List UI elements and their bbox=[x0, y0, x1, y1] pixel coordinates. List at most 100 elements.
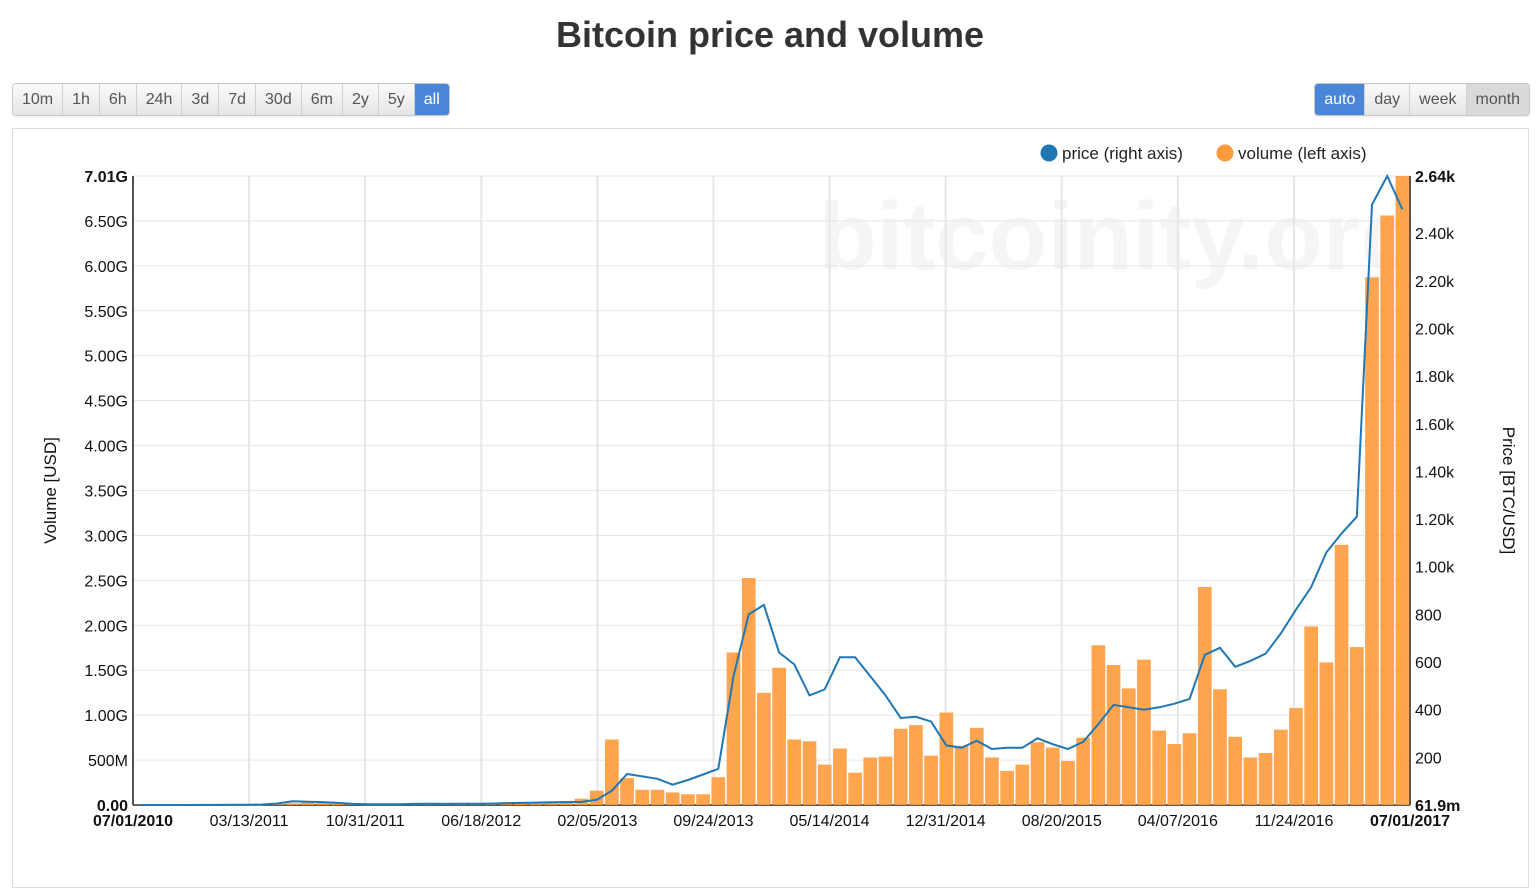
x-tick-label: 06/18/2012 bbox=[441, 813, 521, 830]
volume-bar bbox=[1365, 277, 1379, 805]
volume-bar bbox=[1228, 737, 1242, 805]
range-button-5y[interactable]: 5y bbox=[379, 84, 415, 115]
volume-bar bbox=[1198, 587, 1212, 805]
y-right-tick-label: 2.20k bbox=[1415, 274, 1455, 291]
volume-bar bbox=[1396, 176, 1410, 805]
y-right-tick-label: 1.80k bbox=[1415, 369, 1455, 386]
volume-bar bbox=[879, 757, 893, 805]
range-button-2y[interactable]: 2y bbox=[343, 84, 379, 115]
x-tick-label: 12/31/2014 bbox=[906, 813, 986, 830]
volume-bar bbox=[681, 794, 695, 805]
volume-bar bbox=[955, 746, 969, 805]
volume-bar bbox=[1350, 647, 1364, 805]
y-left-tick-label: 5.50G bbox=[84, 304, 128, 321]
legend-volume-marker bbox=[1217, 145, 1234, 162]
y-left-axis-title: Volume [USD] bbox=[41, 437, 60, 544]
volume-bar bbox=[1244, 757, 1258, 805]
y-left-tick-label: 3.50G bbox=[84, 484, 128, 501]
x-tick-label: 05/14/2014 bbox=[790, 813, 870, 830]
y-right-tick-label: 200 bbox=[1415, 750, 1442, 767]
volume-bar bbox=[772, 668, 786, 805]
volume-bar bbox=[1274, 730, 1288, 805]
volume-bar bbox=[1046, 748, 1060, 805]
y-left-tick-label: 2.00G bbox=[84, 618, 128, 635]
y-left-tick-label: 1.50G bbox=[84, 663, 128, 680]
y-right-tick-label: 61.9m bbox=[1415, 798, 1460, 815]
y-right-tick-label: 1.60k bbox=[1415, 417, 1455, 434]
range-button-10m[interactable]: 10m bbox=[13, 84, 63, 115]
volume-bar bbox=[1000, 771, 1014, 805]
volume-bar bbox=[696, 794, 710, 805]
range-button-1h[interactable]: 1h bbox=[63, 84, 100, 115]
x-tick-label: 04/07/2016 bbox=[1138, 813, 1218, 830]
y-right-tick-label: 2.40k bbox=[1415, 226, 1455, 243]
y-left-tick-label: 7.01G bbox=[84, 169, 128, 186]
volume-bar bbox=[787, 739, 801, 805]
volume-bar bbox=[1152, 731, 1166, 805]
range-button-6m[interactable]: 6m bbox=[302, 84, 343, 115]
volume-bar bbox=[651, 790, 665, 805]
y-left-tick-label: 5.00G bbox=[84, 349, 128, 366]
legend-volume-label: volume (left axis) bbox=[1238, 144, 1366, 163]
volume-bar bbox=[818, 765, 832, 805]
y-left-tick-label: 4.00G bbox=[84, 439, 128, 456]
volume-bar bbox=[286, 803, 300, 805]
y-right-tick-label: 2.00k bbox=[1415, 321, 1455, 338]
resolution-button-week[interactable]: week bbox=[1410, 84, 1466, 115]
volume-bar bbox=[757, 693, 771, 805]
volume-bar bbox=[1107, 665, 1121, 805]
volume-bar bbox=[711, 777, 725, 805]
range-button-3d[interactable]: 3d bbox=[182, 84, 219, 115]
watermark-text: bitcoinity.org bbox=[818, 183, 1419, 290]
y-left-tick-label: 6.00G bbox=[84, 259, 128, 276]
y-left-tick-label: 1.00G bbox=[84, 708, 128, 725]
y-left-tick-label: 3.00G bbox=[84, 528, 128, 545]
x-tick-label: 08/20/2015 bbox=[1022, 813, 1102, 830]
y-right-tick-label: 1.20k bbox=[1415, 512, 1455, 529]
volume-bar bbox=[1380, 215, 1394, 805]
volume-bar bbox=[939, 713, 953, 805]
volume-bar bbox=[1076, 738, 1090, 805]
range-button-6h[interactable]: 6h bbox=[100, 84, 137, 115]
volume-bar bbox=[1289, 708, 1303, 805]
y-right-tick-label: 800 bbox=[1415, 607, 1442, 624]
volume-bar bbox=[1320, 662, 1334, 805]
legend-price-label: price (right axis) bbox=[1062, 144, 1183, 163]
range-button-30d[interactable]: 30d bbox=[256, 84, 302, 115]
volume-bar bbox=[848, 773, 862, 805]
resolution-button-auto[interactable]: auto bbox=[1315, 84, 1365, 115]
x-tick-label: 07/01/2017 bbox=[1370, 813, 1450, 830]
range-button-7d[interactable]: 7d bbox=[219, 84, 256, 115]
y-right-tick-label: 600 bbox=[1415, 655, 1442, 672]
volume-bar bbox=[1213, 689, 1227, 805]
volume-bar bbox=[1061, 761, 1075, 805]
y-left-tick-label: 6.50G bbox=[84, 214, 128, 231]
x-tick-label: 03/13/2011 bbox=[210, 813, 289, 830]
volume-bar bbox=[1168, 744, 1182, 805]
y-right-axis-title: Price [BTC/USD] bbox=[1499, 427, 1518, 555]
volume-bar bbox=[1015, 765, 1029, 805]
volume-bar bbox=[909, 725, 923, 805]
y-left-tick-label: 2.50G bbox=[84, 573, 128, 590]
volume-bar bbox=[666, 792, 680, 805]
resolution-button-day[interactable]: day bbox=[1365, 84, 1410, 115]
volume-bar bbox=[620, 778, 634, 805]
y-left-tick-label: 4.50G bbox=[84, 394, 128, 411]
volume-bar bbox=[1183, 733, 1197, 805]
volume-bar bbox=[924, 756, 938, 805]
x-tick-label: 09/24/2013 bbox=[673, 813, 753, 830]
x-tick-label: 02/05/2013 bbox=[557, 813, 637, 830]
legend-price-marker bbox=[1041, 145, 1058, 162]
volume-bar bbox=[985, 757, 999, 805]
volume-bar bbox=[1304, 626, 1318, 805]
volume-bar bbox=[803, 741, 817, 805]
range-button-24h[interactable]: 24h bbox=[137, 84, 183, 115]
resolution-button-month[interactable]: month bbox=[1467, 84, 1529, 115]
x-tick-label: 07/01/2010 bbox=[93, 813, 173, 830]
volume-bar bbox=[635, 790, 649, 805]
range-button-all[interactable]: all bbox=[415, 84, 449, 115]
volume-bar bbox=[1031, 742, 1045, 805]
